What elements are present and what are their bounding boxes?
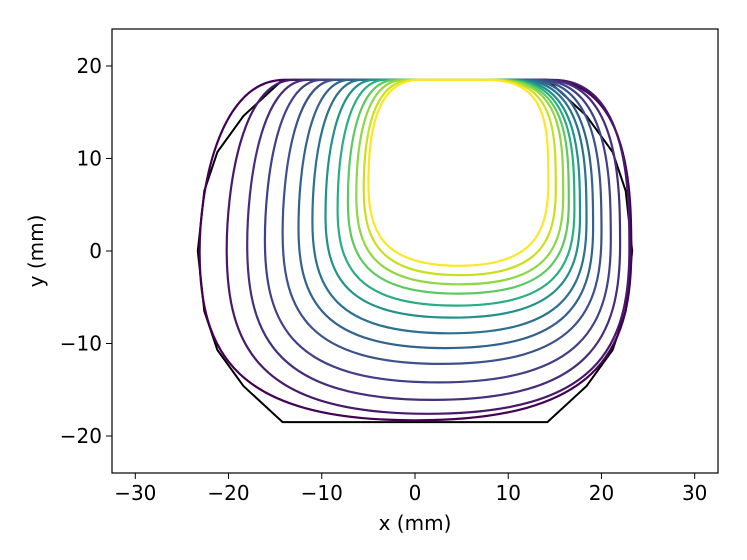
contour-layer bbox=[196, 78, 634, 424]
y-tick-label: −10 bbox=[60, 332, 102, 356]
y-tick-label: 10 bbox=[77, 147, 102, 171]
y-tick-label: 20 bbox=[77, 54, 102, 78]
x-tick-label: −20 bbox=[207, 481, 249, 505]
contour-line-5 bbox=[281, 78, 603, 366]
contour-line-2 bbox=[225, 78, 631, 415]
contour-line-10 bbox=[346, 78, 570, 295]
contour-line-8 bbox=[324, 78, 582, 319]
x-tick-label: 10 bbox=[496, 481, 521, 505]
x-axis: −30 −20 −10 0 10 20 30 bbox=[114, 473, 707, 505]
y-axis: −20 −10 0 10 20 bbox=[60, 54, 112, 448]
y-axis-label: y (mm) bbox=[24, 215, 48, 288]
contour-line-11 bbox=[355, 78, 565, 286]
contour-line-3 bbox=[246, 78, 622, 402]
x-tick-label: 0 bbox=[409, 481, 422, 505]
y-tick-label: 0 bbox=[89, 239, 102, 263]
x-tick-label: −30 bbox=[114, 481, 156, 505]
x-tick-label: −10 bbox=[301, 481, 343, 505]
contour-line-13 bbox=[367, 78, 550, 267]
y-tick-label: −20 bbox=[60, 424, 102, 448]
x-tick-label: 30 bbox=[682, 481, 707, 505]
contour-line-9 bbox=[336, 78, 576, 307]
contour-line-1 bbox=[198, 78, 633, 422]
contour-line-12 bbox=[362, 78, 557, 277]
contour-line-6 bbox=[297, 78, 595, 350]
x-tick-label: 20 bbox=[589, 481, 614, 505]
contour-line-7 bbox=[311, 78, 588, 335]
contour-line-4 bbox=[263, 78, 612, 384]
x-axis-label: x (mm) bbox=[379, 511, 452, 535]
